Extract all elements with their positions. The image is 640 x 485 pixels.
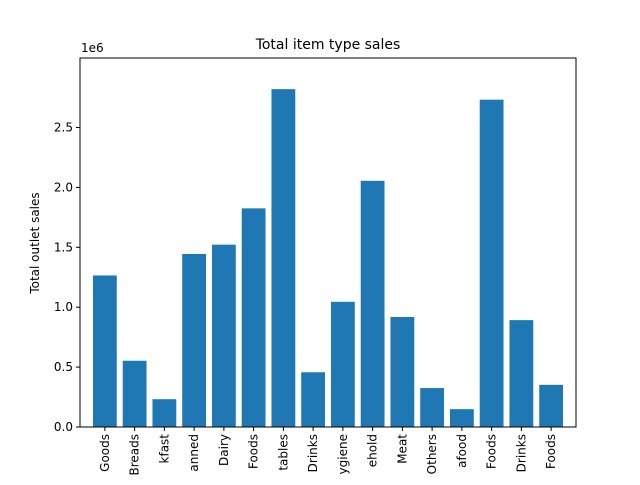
bar-6 <box>271 89 296 428</box>
x-tick-label: Foods <box>485 434 499 469</box>
bar-3 <box>182 254 207 427</box>
x-tick-label: Foods <box>247 434 261 469</box>
x-tick-label: Goods <box>98 434 112 472</box>
y-tick-label: 2.5 <box>54 120 73 134</box>
bar-13 <box>479 99 504 427</box>
bar-0 <box>92 275 117 427</box>
bar-4 <box>211 244 236 427</box>
x-tick-label: afood <box>455 434 469 468</box>
bar-10 <box>390 317 415 427</box>
x-tick-label: Meat <box>395 434 409 464</box>
bar-15 <box>539 384 564 427</box>
x-tick-label: tables <box>276 434 290 471</box>
x-tick-label: Drinks <box>514 434 528 472</box>
x-tick-label: Foods <box>544 434 558 469</box>
bar-1 <box>122 360 147 427</box>
y-axis-label: Total outlet sales <box>28 192 42 294</box>
bars-group <box>92 89 564 428</box>
bar-14 <box>509 320 534 427</box>
x-tick-label: Breads <box>128 434 142 476</box>
y-tick-label: 0.5 <box>54 360 73 374</box>
bar-12 <box>449 409 474 427</box>
y-tick-label: 2.0 <box>54 180 73 194</box>
bar-7 <box>301 372 326 427</box>
bar-2 <box>152 399 177 427</box>
y-tick-label: 1.5 <box>54 240 73 254</box>
x-tick-label: ehold <box>366 434 380 467</box>
x-tick-label: ygiene <box>336 434 350 474</box>
y-axis: 0.0 0.5 1.0 1.5 2.0 2.5 <box>54 120 80 434</box>
x-tick-label: anned <box>187 434 201 472</box>
x-tick-label: Others <box>425 434 439 474</box>
x-tick-label: Dairy <box>217 434 231 466</box>
x-tick-label: Drinks <box>306 434 320 472</box>
bar-8 <box>330 301 355 427</box>
y-tick-label: 1.0 <box>54 300 73 314</box>
bar-9 <box>360 180 385 427</box>
bar-11 <box>420 388 445 427</box>
y-tick-label: 0.0 <box>54 420 73 434</box>
x-axis: Goods Breads kfast anned Dairy Foods tables Dri… <box>98 427 558 476</box>
chart-title: Total item type sales <box>255 37 401 53</box>
x-tick-label: kfast <box>157 434 171 464</box>
bar-5 <box>241 208 266 427</box>
plot-frame <box>79 57 577 428</box>
y-offset-label: 1e6 <box>81 41 104 55</box>
